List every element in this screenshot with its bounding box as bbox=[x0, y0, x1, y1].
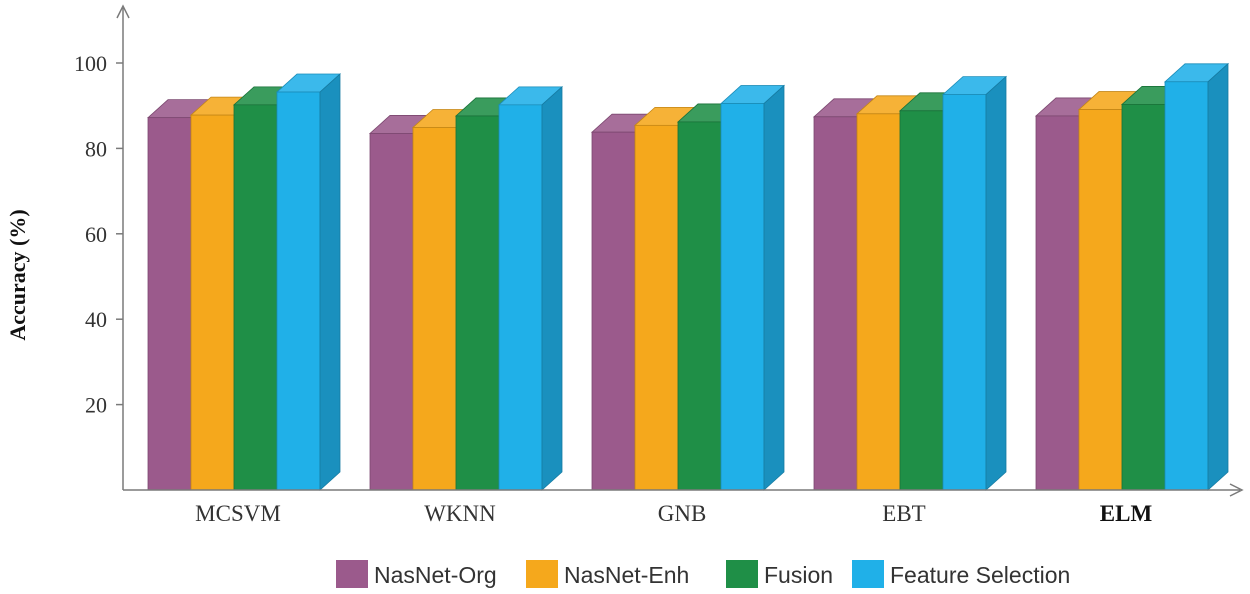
legend-label: NasNet-Enh bbox=[564, 562, 689, 588]
y-tick-label: 40 bbox=[85, 307, 107, 332]
bar-front-face bbox=[813, 116, 858, 491]
legend-swatch bbox=[852, 560, 884, 588]
bar-front-face bbox=[1164, 81, 1209, 491]
bar-front-face bbox=[147, 117, 192, 491]
legend-item: NasNet-Enh bbox=[526, 560, 689, 588]
bar-front-face bbox=[276, 91, 321, 491]
y-tick-label: 80 bbox=[85, 136, 107, 161]
y-ticks-group: 20 40 60 80 100 bbox=[74, 51, 123, 418]
bar bbox=[590, 113, 657, 491]
bar-front-face bbox=[412, 127, 457, 491]
bar bbox=[368, 115, 435, 491]
bar-side-face bbox=[541, 85, 563, 491]
bar-front-face bbox=[634, 124, 679, 491]
bar-front-face bbox=[1035, 115, 1080, 491]
x-category-label: EBT bbox=[882, 501, 925, 526]
legend-swatch bbox=[526, 560, 558, 588]
bar-side-face bbox=[763, 84, 785, 491]
bar-front-face bbox=[1078, 109, 1123, 491]
x-category-label: GNB bbox=[658, 501, 707, 526]
bar-front-face bbox=[591, 131, 636, 491]
legend-item: NasNet-Org bbox=[336, 560, 497, 588]
bar-front-face bbox=[1121, 104, 1166, 491]
x-category-label: MCSVM bbox=[195, 501, 281, 526]
bar-side-face bbox=[985, 75, 1007, 491]
legend: NasNet-Org NasNet-Enh Fusion Feature Select… bbox=[336, 560, 1070, 588]
y-tick-label: 20 bbox=[85, 393, 107, 418]
bar-front-face bbox=[455, 115, 500, 491]
y-tick-label: 60 bbox=[85, 222, 107, 247]
bar-side-face bbox=[1207, 62, 1229, 491]
bar bbox=[719, 84, 786, 491]
bar-front-face bbox=[856, 113, 901, 491]
y-axis-label: Accuracy (%) bbox=[5, 209, 30, 340]
legend-label: Feature Selection bbox=[890, 562, 1070, 588]
legend-item: Fusion bbox=[726, 560, 833, 588]
axes-group bbox=[116, 4, 1244, 497]
legend-label: NasNet-Org bbox=[374, 562, 497, 588]
bar-front-face bbox=[677, 121, 722, 491]
x-axis-arrow bbox=[1229, 483, 1244, 497]
bar-side-face bbox=[319, 73, 341, 491]
bar bbox=[275, 73, 342, 491]
bar bbox=[633, 106, 700, 491]
bar-front-face bbox=[899, 110, 944, 491]
bar bbox=[1163, 62, 1230, 491]
legend-swatch bbox=[336, 560, 368, 588]
bar-front-face bbox=[942, 94, 987, 491]
bar bbox=[146, 99, 213, 491]
bar-front-face bbox=[720, 103, 765, 491]
bar bbox=[497, 85, 564, 491]
bars-group bbox=[146, 62, 1230, 491]
bar bbox=[1034, 97, 1101, 491]
bar bbox=[855, 95, 922, 491]
legend-swatch bbox=[726, 560, 758, 588]
y-tick-label: 100 bbox=[74, 51, 107, 76]
bar bbox=[941, 75, 1008, 491]
y-axis-arrow bbox=[116, 4, 130, 19]
bar-front-face bbox=[498, 104, 543, 491]
bar bbox=[454, 97, 521, 491]
legend-label: Fusion bbox=[764, 562, 833, 588]
x-category-label: ELM bbox=[1100, 501, 1153, 526]
x-categories-group: MCSVM WKNN GNB EBT ELM bbox=[195, 501, 1152, 526]
bar-front-face bbox=[369, 133, 414, 491]
bar-front-face bbox=[233, 104, 278, 491]
legend-item: Feature Selection bbox=[852, 560, 1070, 588]
x-category-label: WKNN bbox=[424, 501, 496, 526]
bar-front-face bbox=[190, 114, 235, 491]
